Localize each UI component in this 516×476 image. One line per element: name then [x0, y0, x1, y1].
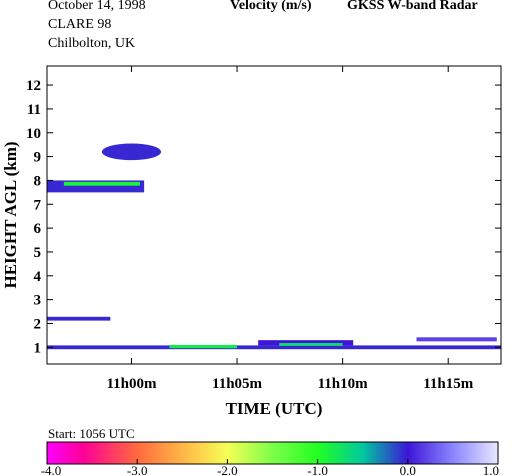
- radar-echo-band: [169, 344, 238, 349]
- radar-echo-band: [63, 181, 140, 186]
- radar-echo-band: [47, 316, 111, 321]
- radar-echo-ellipse: [101, 143, 162, 161]
- y-tick-label: 1: [34, 340, 42, 356]
- colorbar-tick-label: -3.0: [127, 463, 148, 476]
- y-tick-label: 9: [34, 150, 42, 166]
- campaign-label: CLARE 98: [48, 17, 112, 32]
- plot-frame: [46, 65, 502, 365]
- location-label: Chilbolton, UK: [48, 36, 136, 51]
- y-tick-label: 4: [34, 269, 42, 285]
- colorbar-tick-label: 0.0: [400, 463, 416, 476]
- colorbar-tick-label: -2.0: [217, 463, 238, 476]
- y-tick-label: 2: [34, 316, 42, 332]
- colorbar-tick-label: 1.0: [483, 463, 499, 476]
- colorbar-tick-label: -1.0: [307, 463, 328, 476]
- y-tick-label: 10: [26, 126, 41, 142]
- y-tick-label: 12: [26, 78, 41, 94]
- radar-echo-band: [258, 340, 354, 346]
- colorbar-gradient: [46, 441, 499, 465]
- y-tick-label: 5: [34, 245, 42, 261]
- colorbar-tick-label: -4.0: [41, 463, 62, 476]
- radar-echo-band: [47, 345, 501, 350]
- y-tick-label: 3: [34, 293, 42, 309]
- y-tick-label: 7: [34, 197, 42, 213]
- instrument-label: GKSS W-band Radar: [347, 0, 478, 13]
- radar-echo-band: [47, 180, 145, 193]
- x-tick-label: 11h15m: [423, 376, 474, 392]
- colorbar: -4.0 -3.0 -2.0 -1.0 0.0 1.0: [41, 441, 499, 476]
- x-tick-label: 11h10m: [318, 376, 369, 392]
- x-tick-label: 11h00m: [106, 376, 157, 392]
- radar-data-layer: [47, 143, 501, 350]
- y-axis-title: HEIGHT AGL (km): [1, 141, 20, 288]
- x-tick-label: 11h05m: [212, 376, 263, 392]
- radar-echo-band: [279, 343, 343, 346]
- date-label: October 14, 1998: [48, 0, 146, 13]
- start-time-label: Start: 1056 UTC: [48, 426, 135, 441]
- quantity-label: Velocity (m/s): [230, 0, 312, 13]
- y-tick-label: 8: [34, 173, 42, 189]
- y-tick-label: 11: [27, 102, 41, 118]
- y-tick-label: 6: [34, 221, 42, 237]
- radar-echo-band: [416, 337, 497, 342]
- x-axis-title: TIME (UTC): [226, 399, 323, 418]
